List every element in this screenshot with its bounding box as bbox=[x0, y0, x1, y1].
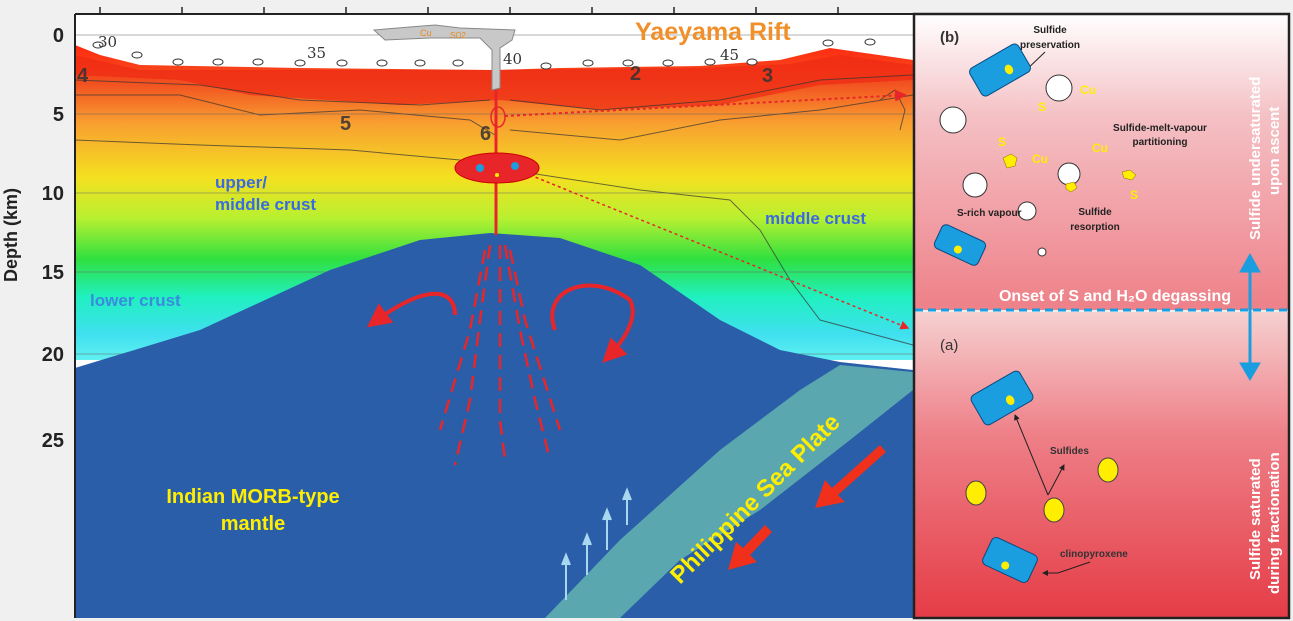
upper-crust-label-2: middle crust bbox=[215, 195, 316, 214]
degassing-label: Onset of S and H₂O degassing bbox=[999, 288, 1231, 305]
vapour-bubbles bbox=[939, 74, 1081, 257]
upper-crust-label: upper/ bbox=[215, 173, 267, 192]
contour-label: 3 bbox=[762, 65, 773, 87]
depth-axis-label: Depth (km) bbox=[1, 188, 21, 282]
depth-tick: 5 bbox=[53, 104, 64, 126]
contour-labels: 4 2 3 5 6 bbox=[77, 63, 773, 145]
mantle-label: Indian MORB-type bbox=[166, 486, 339, 508]
contours bbox=[74, 74, 914, 346]
preservation-label: Sulfide bbox=[1033, 25, 1067, 36]
convection-arrow-left bbox=[366, 291, 457, 328]
sulfide-blebs bbox=[1002, 153, 1137, 193]
middle-crust-label: middle crust bbox=[765, 209, 866, 228]
saturated-label-2: during fractionation bbox=[1266, 452, 1283, 594]
depth-tick: 0 bbox=[53, 25, 64, 47]
station-label: 35 bbox=[307, 44, 326, 62]
depth-tick: 20 bbox=[42, 344, 64, 366]
plume-cu-label: Cu bbox=[420, 28, 432, 38]
depth-axis: 0 5 10 15 20 25 bbox=[42, 25, 64, 452]
plume-so2-label: SO2 bbox=[450, 31, 467, 40]
yaeyama-rift-title: Yaeyama Rift bbox=[635, 18, 791, 46]
subduction-arrows bbox=[728, 445, 886, 570]
magma-chamber bbox=[454, 152, 540, 184]
arrow-to-panel-a bbox=[529, 174, 910, 330]
undersaturated-label-2: upon ascent bbox=[1266, 107, 1283, 195]
resorption-label: Sulfide bbox=[1078, 207, 1112, 218]
sulfide-dot bbox=[495, 173, 499, 177]
panel-a-label: (a) bbox=[940, 337, 958, 354]
top-ticks bbox=[99, 7, 839, 14]
panel-a: (a) Sulfides clinopyroxene Sulfide satur… bbox=[915, 312, 1289, 618]
mantle-label-2: mantle bbox=[221, 513, 285, 535]
lower-crust-label: lower crust bbox=[90, 291, 181, 310]
cu-label: Cu bbox=[1092, 141, 1108, 155]
clinopyroxene-crystal bbox=[970, 370, 1034, 426]
double-arrow bbox=[1239, 252, 1261, 381]
station-label: 45 bbox=[720, 46, 739, 64]
arrow-to-panel-b bbox=[504, 89, 907, 117]
preservation-label-2: preservation bbox=[1020, 40, 1080, 51]
cross-section-panel: 30 35 40 45 4 2 3 5 6 Cu SO2 Yaeyama Rif… bbox=[74, 7, 914, 618]
cu-label: Cu bbox=[1080, 83, 1096, 97]
panel-b: (b) Sulfide preservation S Cu S Cu Cu S … bbox=[915, 14, 1289, 310]
undersaturated-label: Sulfide undersaturated bbox=[1247, 77, 1264, 240]
contour-label: 4 bbox=[77, 65, 89, 87]
sulfide-arrow bbox=[1014, 414, 1049, 496]
clinopyroxene-crystal bbox=[969, 43, 1031, 97]
depth-tick: 15 bbox=[42, 262, 64, 284]
partitioning-label: Sulfide-melt-vapour bbox=[1113, 123, 1207, 134]
s-label: S bbox=[1130, 188, 1138, 202]
contour-label: 6 bbox=[480, 123, 491, 145]
station-labels: 30 35 40 45 bbox=[98, 33, 739, 68]
sulfides-label: Sulfides bbox=[1050, 446, 1089, 457]
sulfide-arrow bbox=[1047, 464, 1065, 496]
panel-b-label: (b) bbox=[940, 29, 959, 46]
clinopyroxene-label: clinopyroxene bbox=[1060, 549, 1128, 560]
volcanic-plume bbox=[372, 24, 516, 91]
melt-channels bbox=[438, 244, 562, 466]
philippine-sea-plate bbox=[545, 365, 913, 618]
element-labels: S Cu S Cu Cu S bbox=[998, 83, 1138, 202]
s-label: S bbox=[998, 135, 1006, 149]
crystal-dot bbox=[511, 162, 519, 170]
partitioning-label-2: partitioning bbox=[1133, 137, 1188, 148]
fluid-arrows bbox=[561, 487, 632, 600]
contour-label: 2 bbox=[630, 63, 641, 85]
station-label: 30 bbox=[98, 33, 117, 51]
saturated-label: Sulfide saturated bbox=[1247, 458, 1264, 580]
clinopyroxene-crystal bbox=[982, 536, 1038, 584]
stations bbox=[92, 38, 876, 70]
vapour-label: S-rich vapour bbox=[957, 208, 1022, 219]
station-label: 40 bbox=[503, 50, 522, 68]
clinopyroxene-arrow bbox=[1042, 561, 1091, 576]
shallow-reservoir bbox=[490, 106, 506, 128]
right-panel-frame bbox=[912, 12, 1291, 620]
s-label: S bbox=[1038, 100, 1046, 114]
depth-tick: 25 bbox=[42, 430, 64, 452]
depth-tick: 10 bbox=[42, 183, 64, 205]
resorption-label-2: resorption bbox=[1070, 222, 1119, 233]
crystal-dot bbox=[476, 164, 484, 172]
clinopyroxene-crystal bbox=[933, 224, 987, 266]
convection-arrow-right bbox=[550, 283, 635, 363]
sulfide-droplets bbox=[965, 457, 1119, 523]
contour-label: 5 bbox=[340, 113, 351, 135]
cu-label: Cu bbox=[1032, 152, 1048, 166]
